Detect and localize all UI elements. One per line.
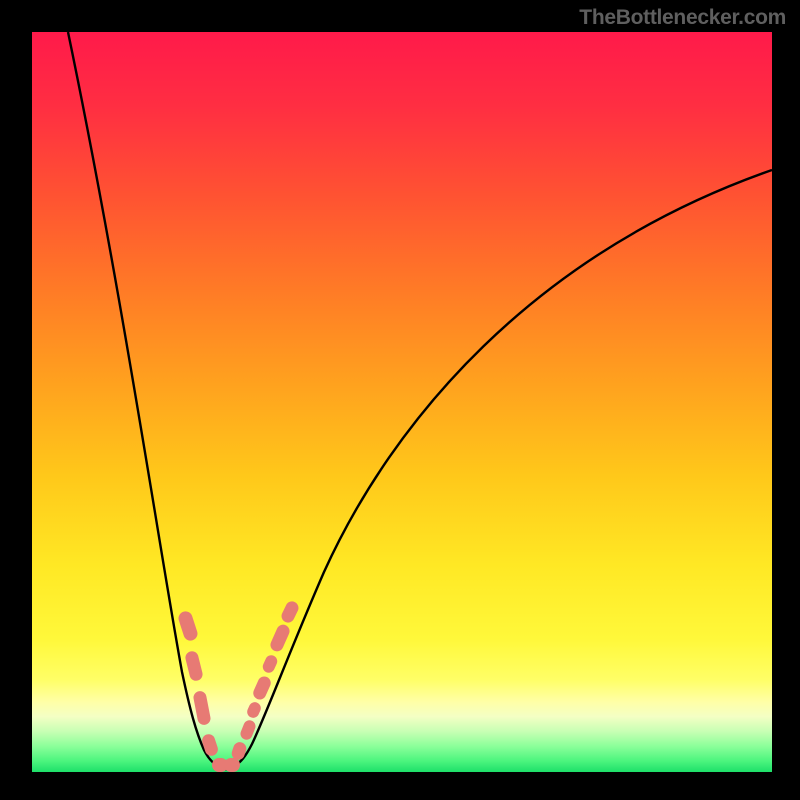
watermark-text: TheBottlenecker.com bbox=[579, 6, 786, 30]
marker bbox=[192, 690, 211, 726]
marker bbox=[177, 610, 200, 643]
marker bbox=[200, 733, 219, 758]
marker bbox=[251, 674, 273, 701]
marker bbox=[245, 700, 262, 719]
plot-area bbox=[32, 32, 772, 772]
figure-canvas: TheBottlenecker.com bbox=[0, 0, 800, 800]
marker-group bbox=[177, 599, 301, 772]
marker bbox=[279, 599, 300, 624]
curve-right-branch bbox=[232, 170, 772, 767]
curve-layer bbox=[32, 32, 772, 772]
marker bbox=[268, 623, 291, 654]
marker bbox=[261, 653, 279, 674]
marker bbox=[224, 758, 240, 772]
marker bbox=[184, 650, 204, 682]
